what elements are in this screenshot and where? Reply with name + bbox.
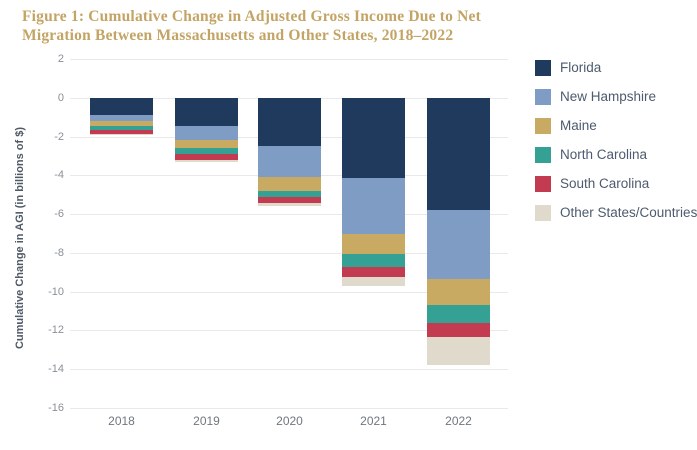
gridline-y--8: [70, 252, 508, 254]
bar-segment-2018-other-states-countries: [90, 133, 153, 135]
gridline-y-2: [70, 59, 508, 60]
legend-label-new-hampshire: New Hampshire: [560, 89, 657, 104]
legend-label-maine: Maine: [560, 118, 597, 133]
bar-segment-2021-other-states-countries: [342, 277, 405, 286]
legend-swatch-north-carolina: [535, 146, 551, 163]
bar-segment-2022-new-hampshire: [427, 210, 490, 280]
x-axis-label-2021: 2021: [360, 414, 387, 428]
legend-swatch-florida: [535, 59, 551, 76]
gridline-y--6: [70, 214, 508, 216]
legend-label-florida: Florida: [560, 60, 602, 75]
legend-item-maine: Maine: [535, 111, 697, 140]
legend-item-north-carolina: North Carolina: [535, 140, 697, 169]
legend: Florida New Hampshire Maine North Carolina S…: [535, 53, 697, 227]
y-tick-label--4: -4: [54, 169, 64, 182]
chart-title: Figure 1: Cumulative Change in Adjusted …: [22, 7, 562, 45]
legend-swatch-maine: [535, 117, 551, 134]
bar-segment-2021-north-carolina: [342, 253, 405, 268]
bar-segment-2022-south-carolina: [427, 322, 490, 338]
legend-swatch-other-states-countries: [535, 204, 551, 221]
bar-segment-2020-other-states-countries: [258, 203, 321, 207]
y-tick-label--16: -16: [48, 402, 64, 414]
legend-item-new-hampshire: New Hampshire: [535, 82, 697, 111]
y-tick-label--10: -10: [48, 285, 64, 298]
y-tick-label--8: -8: [54, 246, 64, 259]
legend-item-south-carolina: South Carolina: [535, 169, 697, 198]
bar-segment-2021-south-carolina: [342, 267, 405, 278]
y-tick-label-2: 2: [57, 53, 64, 65]
legend-label-north-carolina: North Carolina: [560, 147, 648, 162]
gridline-y--10: [70, 291, 508, 293]
bar-segment-2022-other-states-countries: [427, 337, 490, 366]
y-tick-label--2: -2: [54, 130, 64, 143]
x-axis-label-2020: 2020: [276, 414, 303, 428]
bar-segment-2019-south-carolina: [175, 154, 238, 160]
legend-label-other-states-countries: Other States/Countries: [560, 205, 697, 220]
bar-segment-2020-south-carolina: [258, 196, 321, 204]
gridline-y--14: [70, 369, 508, 371]
bar-segment-2021-florida: [342, 97, 405, 179]
bar-segment-2020-maine: [258, 177, 321, 191]
bar-segment-2019-new-hampshire: [175, 125, 238, 141]
bar-segment-2022-north-carolina: [427, 305, 490, 323]
x-axis-labels: 2018 2019 2020 2021 2022: [0, 414, 697, 430]
legend-item-other-states-countries: Other States/Countries: [535, 198, 697, 227]
bar-segment-2020-florida: [258, 97, 321, 147]
bar-segment-2020-north-carolina: [258, 190, 321, 197]
bar-segment-2020-new-hampshire: [258, 146, 321, 178]
bar-segment-2019-other-states-countries: [175, 159, 238, 162]
bar-segment-2018-north-carolina: [90, 125, 153, 130]
legend-label-south-carolina: South Carolina: [560, 176, 650, 191]
x-axis-label-2019: 2019: [193, 414, 220, 428]
plot-area: [70, 59, 508, 409]
x-axis-label-2018: 2018: [108, 414, 135, 428]
y-tick-label--14: -14: [48, 363, 64, 376]
y-axis-tick-labels: 2 0 -2 -4 -6 -8 -10 -12 -14 -16: [0, 53, 64, 414]
bar-segment-2019-florida: [175, 97, 238, 126]
legend-swatch-south-carolina: [535, 175, 551, 192]
y-tick-label--12: -12: [48, 324, 64, 337]
legend-swatch-new-hampshire: [535, 88, 551, 105]
y-tick-label-0: 0: [57, 91, 64, 104]
y-tick-label--6: -6: [54, 208, 64, 221]
bar-segment-2018-new-hampshire: [90, 115, 153, 122]
bar-segment-2018-maine: [90, 121, 153, 126]
bar-segment-2022-maine: [427, 279, 490, 306]
chart-title-line2: Migration Between Massachusetts and Othe…: [22, 27, 454, 44]
bar-segment-2019-maine: [175, 140, 238, 149]
gridline-y--16: [70, 408, 508, 409]
bar-segment-2022-florida: [427, 97, 490, 211]
bar-segment-2019-north-carolina: [175, 148, 238, 154]
gridline-y--12: [70, 330, 508, 332]
bar-segment-2021-new-hampshire: [342, 178, 405, 235]
bar-segment-2018-south-carolina: [90, 129, 153, 134]
chart-title-line1: Figure 1: Cumulative Change in Adjusted …: [22, 8, 481, 25]
legend-item-florida: Florida: [535, 53, 697, 82]
x-axis-label-2022: 2022: [445, 414, 472, 428]
bar-segment-2021-maine: [342, 234, 405, 254]
bar-segment-2018-florida: [90, 97, 153, 116]
